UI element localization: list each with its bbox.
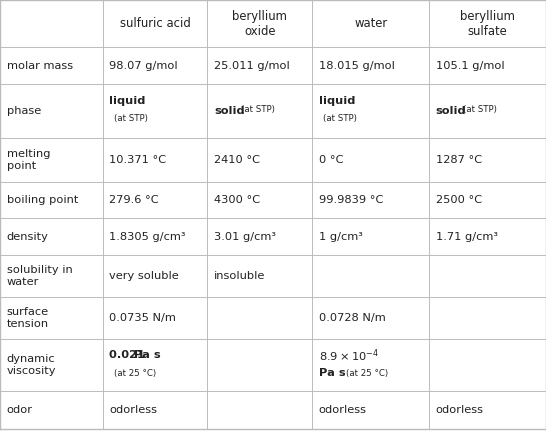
Text: 0.0728 N/m: 0.0728 N/m — [319, 313, 385, 323]
Text: 3.01 g/cm³: 3.01 g/cm³ — [214, 232, 276, 241]
Text: 25.011 g/mol: 25.011 g/mol — [214, 61, 290, 70]
Text: liquid: liquid — [319, 96, 355, 106]
Text: 105.1 g/mol: 105.1 g/mol — [436, 61, 505, 70]
Text: 0.0735 N/m: 0.0735 N/m — [109, 313, 176, 323]
Text: (at 25 °C): (at 25 °C) — [114, 369, 156, 377]
Text: 1.8305 g/cm³: 1.8305 g/cm³ — [109, 232, 186, 241]
Text: (at STP): (at STP) — [241, 105, 275, 114]
Text: density: density — [7, 232, 49, 241]
Text: (at STP): (at STP) — [323, 114, 357, 123]
Text: odorless: odorless — [319, 405, 367, 415]
Text: boiling point: boiling point — [7, 195, 78, 205]
Text: 10.371 °C: 10.371 °C — [109, 155, 167, 165]
Text: beryllium
oxide: beryllium oxide — [233, 10, 287, 38]
Text: melting
point: melting point — [7, 149, 50, 171]
Text: 1287 °C: 1287 °C — [436, 155, 482, 165]
Text: solid: solid — [214, 106, 245, 116]
Text: molar mass: molar mass — [7, 61, 73, 70]
Text: insoluble: insoluble — [214, 271, 265, 281]
Text: 4300 °C: 4300 °C — [214, 195, 260, 205]
Text: beryllium
sulfate: beryllium sulfate — [460, 10, 515, 38]
Text: 2410 °C: 2410 °C — [214, 155, 260, 165]
Text: very soluble: very soluble — [109, 271, 179, 281]
Text: Pa s: Pa s — [319, 368, 346, 378]
Text: $8.9\times10^{-4}$: $8.9\times10^{-4}$ — [319, 347, 379, 364]
Text: phase: phase — [7, 106, 41, 116]
Text: 279.6 °C: 279.6 °C — [109, 195, 159, 205]
Text: 1.71 g/cm³: 1.71 g/cm³ — [436, 232, 498, 241]
Text: dynamic
viscosity: dynamic viscosity — [7, 354, 56, 376]
Text: odor: odor — [7, 405, 33, 415]
Text: liquid: liquid — [109, 96, 146, 106]
Text: odorless: odorless — [436, 405, 484, 415]
Text: 99.9839 °C: 99.9839 °C — [319, 195, 383, 205]
Text: (at 25 °C): (at 25 °C) — [346, 369, 388, 377]
Text: solid: solid — [436, 106, 466, 116]
Text: (at STP): (at STP) — [463, 105, 497, 114]
Text: odorless: odorless — [109, 405, 157, 415]
Text: 2500 °C: 2500 °C — [436, 195, 482, 205]
Text: 0.021: 0.021 — [109, 350, 149, 360]
Text: water: water — [354, 17, 387, 30]
Text: sulfuric acid: sulfuric acid — [120, 17, 191, 30]
Text: 18.015 g/mol: 18.015 g/mol — [319, 61, 395, 70]
Text: 1 g/cm³: 1 g/cm³ — [319, 232, 363, 241]
Text: (at STP): (at STP) — [114, 114, 147, 123]
Text: 0 °C: 0 °C — [319, 155, 343, 165]
Text: 98.07 g/mol: 98.07 g/mol — [109, 61, 178, 70]
Text: solubility in
water: solubility in water — [7, 265, 72, 287]
Text: surface
tension: surface tension — [7, 307, 49, 329]
Text: Pa s: Pa s — [134, 350, 161, 360]
